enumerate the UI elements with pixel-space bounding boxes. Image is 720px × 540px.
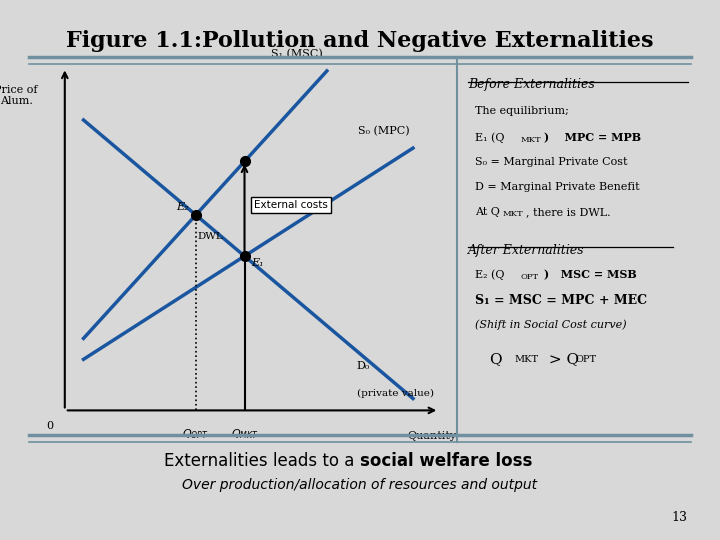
Text: S₀ (MPC): S₀ (MPC) — [358, 126, 409, 136]
Text: Q: Q — [490, 353, 503, 367]
Text: External costs: External costs — [254, 200, 328, 211]
Text: Quantity: Quantity — [407, 431, 456, 441]
Text: S₀ = Marginal Private Cost: S₀ = Marginal Private Cost — [475, 157, 628, 167]
Text: E₁ (Q: E₁ (Q — [475, 132, 505, 143]
Text: E₁: E₁ — [251, 258, 264, 268]
Text: The equilibrium;: The equilibrium; — [475, 106, 569, 117]
Text: > Q: > Q — [544, 353, 579, 367]
Text: MKT: MKT — [521, 136, 541, 144]
Text: (private value): (private value) — [357, 389, 434, 398]
Text: 13: 13 — [672, 511, 688, 524]
Text: After Externalities: After Externalities — [468, 244, 585, 256]
Text: , there is DWL.: , there is DWL. — [526, 207, 611, 217]
Text: social welfare loss: social welfare loss — [360, 452, 532, 470]
Text: $Q_{OPT}$: $Q_{OPT}$ — [182, 428, 210, 441]
Text: S₁ = MSC = MPC + MEC: S₁ = MSC = MPC + MEC — [475, 294, 647, 307]
Text: Externalities leads to a: Externalities leads to a — [164, 452, 360, 470]
Text: D₀: D₀ — [357, 361, 370, 372]
Text: E₂: E₂ — [176, 201, 189, 212]
Text: Before Externalities: Before Externalities — [468, 78, 595, 91]
Text: Figure 1.1:Pollution and Negative Externalities: Figure 1.1:Pollution and Negative Extern… — [66, 30, 654, 52]
Text: 0: 0 — [46, 421, 53, 431]
Text: D = Marginal Private Benefit: D = Marginal Private Benefit — [475, 182, 640, 192]
Text: At Q: At Q — [475, 207, 500, 217]
Text: E₂ (Q: E₂ (Q — [475, 269, 505, 280]
Text: )   MSC = MSB: ) MSC = MSB — [544, 269, 636, 280]
Text: Price of
Alum.: Price of Alum. — [0, 85, 38, 106]
Text: $Q_{MKT}$: $Q_{MKT}$ — [230, 428, 258, 441]
Text: MKT: MKT — [503, 210, 523, 218]
Text: OPT: OPT — [521, 273, 539, 281]
Text: S₁ (MSC): S₁ (MSC) — [271, 49, 323, 59]
Text: MKT: MKT — [515, 355, 539, 364]
Text: )    MPC = MPB: ) MPC = MPB — [544, 132, 641, 143]
Text: (Shift in Social Cost curve): (Shift in Social Cost curve) — [475, 319, 627, 330]
Text: OPT: OPT — [576, 355, 597, 364]
Text: Over production/allocation of resources and output: Over production/allocation of resources … — [182, 478, 538, 492]
Text: DWL: DWL — [198, 232, 223, 241]
